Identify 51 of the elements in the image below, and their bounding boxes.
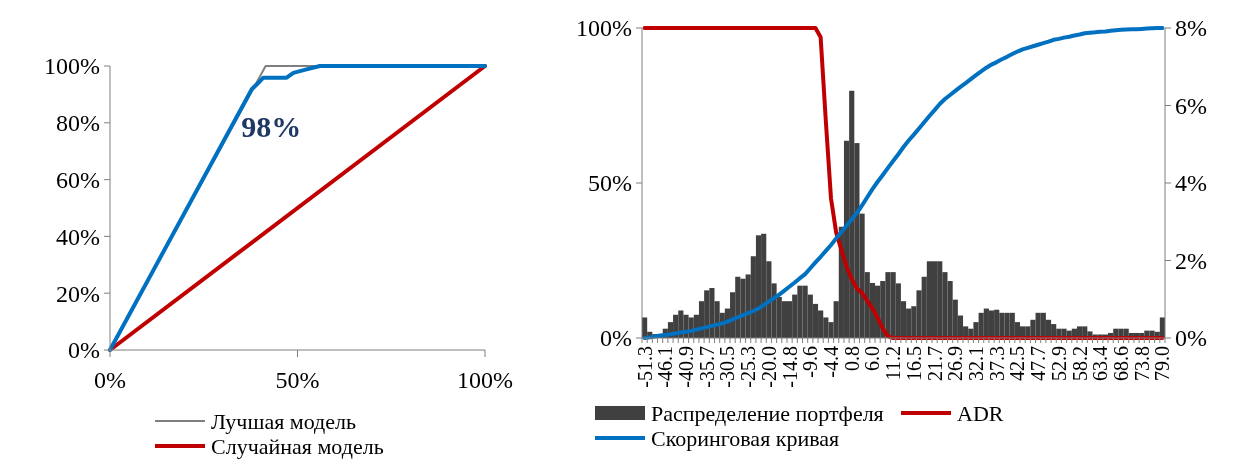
- legend-label: Скоринговая кривая: [651, 425, 840, 451]
- x-tick-label: 0.8: [840, 346, 863, 371]
- y2-tick-label: 8%: [1175, 15, 1207, 42]
- x-tick-label: -20.0: [757, 346, 780, 388]
- y-tick-label: 60%: [56, 167, 100, 193]
- bar: [931, 261, 938, 338]
- y-tick-label: 100%: [44, 53, 100, 80]
- x-tick-label: -46.1: [654, 346, 677, 388]
- y-tick-label: 80%: [56, 110, 100, 137]
- legend-label: ADR: [957, 400, 1004, 426]
- x-tick-label: 37.3: [985, 346, 1008, 381]
- y2-tick-label: 2%: [1175, 247, 1207, 274]
- x-tick-label: 21.7: [923, 346, 946, 381]
- x-tick-label: 79.0: [1151, 346, 1174, 381]
- y2-tick-label: 6%: [1175, 92, 1207, 119]
- x-tick-label: 47.7: [1027, 346, 1050, 381]
- y-tick-label: 40%: [56, 223, 100, 250]
- x-tick-label: 6.0: [861, 346, 884, 371]
- x-tick-label: -25.3: [737, 346, 760, 388]
- y2-tick-label: 0%: [1175, 325, 1207, 352]
- x-tick-label: -51.3: [633, 346, 656, 388]
- x-tick-label: -4.4: [820, 346, 842, 378]
- x-tick-label: 73.8: [1130, 346, 1153, 381]
- y2-tick-label: 4%: [1175, 170, 1207, 197]
- x-tick-label: 0%: [94, 367, 126, 393]
- y-tick-label: 20%: [56, 280, 100, 307]
- legend-label: Случайная модель: [211, 433, 384, 459]
- legend-label: Распределение портфеля: [651, 400, 884, 426]
- x-tick-label: 16.5: [902, 346, 925, 381]
- bar: [988, 310, 995, 338]
- x-tick-label: 68.6: [1109, 346, 1132, 381]
- x-tick-label: -9.6: [799, 346, 822, 378]
- x-tick-label: -14.8: [778, 346, 801, 388]
- annotation: 98%: [241, 110, 302, 143]
- x-tick-label: -30.5: [716, 346, 739, 388]
- legend-label: Лучшая модель: [211, 408, 357, 434]
- x-tick-label: 100%: [457, 367, 513, 393]
- y-tick-label: 0%: [600, 325, 632, 352]
- y-tick-label: 50%: [588, 170, 632, 197]
- y-tick-label: 100%: [576, 15, 632, 42]
- x-tick-label: 11.2: [882, 346, 905, 381]
- x-tick-label: -40.9: [675, 346, 698, 388]
- bar: [755, 235, 762, 338]
- x-tick-label: 63.4: [1089, 346, 1112, 381]
- x-tick-label: 26.9: [944, 346, 967, 381]
- x-tick-label: 58.2: [1068, 346, 1091, 381]
- x-tick-label: 32.1: [965, 346, 987, 381]
- x-tick-label: -35.7: [695, 346, 718, 388]
- x-tick-label: 42.5: [1006, 346, 1029, 381]
- x-tick-label: 52.9: [1047, 346, 1070, 381]
- x-tick-label: 50%: [275, 367, 320, 393]
